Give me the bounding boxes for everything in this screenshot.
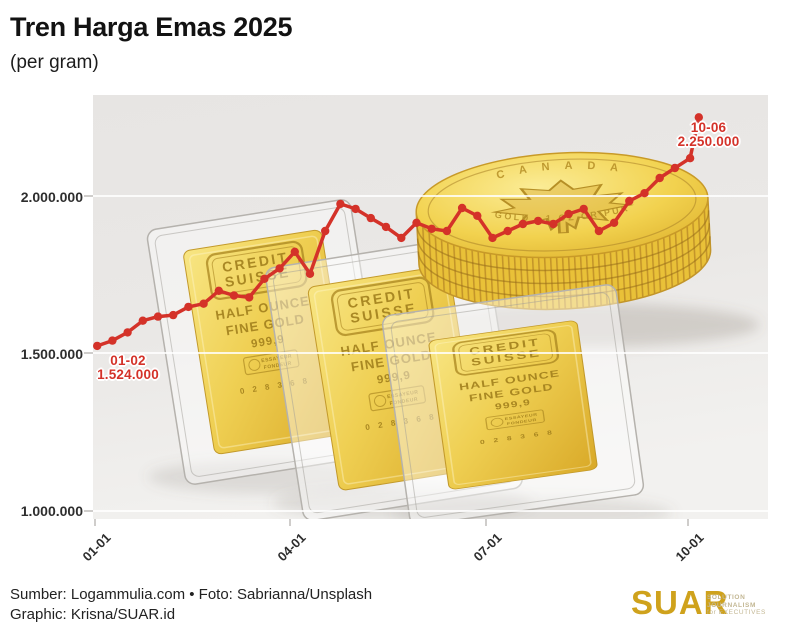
data-point-marker — [199, 299, 208, 308]
data-point-marker — [412, 218, 421, 227]
y-axis-tick — [84, 195, 93, 197]
data-point-marker — [123, 328, 132, 337]
y-axis-label-1000000: 1.000.000 — [20, 503, 83, 519]
data-point-marker — [457, 203, 467, 213]
data-point-marker — [488, 233, 497, 243]
data-point-marker — [138, 316, 147, 325]
gold-bar-case-front — [381, 284, 645, 519]
price-line — [95, 115, 701, 348]
data-point-marker — [305, 269, 315, 278]
gold-photo-illustration: CREDIT SUISSE HALF OUNCE FINE GOLD 999,9… — [93, 95, 768, 519]
footer-credits: Sumber: Logammulia.com • Foto: Sabrianna… — [10, 585, 372, 625]
data-point-marker — [108, 336, 117, 345]
data-point-marker — [579, 204, 588, 214]
y-axis-tick — [84, 510, 93, 512]
data-point-marker — [290, 247, 299, 256]
y-axis-tick — [84, 352, 93, 354]
x-axis-tick — [94, 519, 96, 526]
annotation-last-date: 10-06 — [690, 120, 727, 135]
price-line-svg — [93, 113, 703, 351]
annotation-last-value: 2.250.000 — [677, 134, 740, 150]
x-axis-label-jul: 07-01 — [470, 530, 505, 565]
y-axis-label-2000000: 2.000.000 — [20, 189, 83, 205]
data-point-marker — [640, 189, 649, 198]
data-point-marker — [169, 310, 178, 320]
data-point-marker — [153, 312, 163, 321]
data-point-marker — [670, 163, 680, 173]
x-axis-tick — [485, 519, 487, 526]
annotation-first-value: 1.524.000 — [97, 367, 159, 383]
data-point-marker — [275, 264, 284, 273]
data-point-marker — [366, 213, 375, 223]
gridline-2000000 — [93, 195, 768, 197]
data-point-marker — [351, 204, 360, 214]
x-axis-label-jan: 01-01 — [79, 530, 114, 565]
page-subtitle: (per gram) — [10, 52, 99, 73]
data-point-marker — [564, 209, 573, 219]
data-point-marker — [655, 173, 664, 183]
data-point-marker — [260, 274, 269, 283]
annotation-last-point: 10-06 2.250.000 — [636, 120, 781, 150]
data-point-marker — [229, 291, 239, 300]
x-axis-tick — [687, 519, 689, 526]
logo-tagline-line2: for EXECUTIVES — [707, 609, 766, 617]
data-point-marker — [594, 226, 604, 236]
data-point-marker — [245, 293, 254, 302]
suar-logo-wordmark: SUAR — [631, 584, 729, 621]
annotation-first-date: 01-02 — [110, 353, 146, 368]
suar-logo-tagline: SOLUTION JOURNALISM for EXECUTIVES — [707, 594, 791, 617]
data-point-marker — [442, 226, 452, 236]
gridline-1000000 — [93, 510, 768, 512]
data-point-marker — [214, 286, 223, 295]
plot-area: CREDIT SUISSE HALF OUNCE FINE GOLD 999,9… — [93, 95, 768, 519]
data-point-marker — [625, 196, 634, 206]
graphic-credit-line: Graphic: Krisna/SUAR.id — [10, 605, 176, 623]
page-title: Tren Harga Emas 2025 — [10, 12, 293, 42]
data-point-marker — [473, 211, 482, 220]
data-point-marker — [93, 341, 102, 351]
data-point-marker — [503, 226, 512, 236]
data-point-marker — [397, 233, 406, 243]
gridline-1500000 — [93, 352, 768, 354]
x-axis-tick — [289, 519, 291, 526]
data-point-marker — [694, 113, 703, 122]
y-axis-label-1500000: 1.500.000 — [20, 346, 83, 362]
suar-logo: SUAR SOLUTION JOURNALISM for EXECUTIVES — [631, 584, 791, 624]
logo-tagline-line1: SOLUTION JOURNALISM — [707, 594, 756, 609]
data-point-marker — [321, 226, 330, 236]
source-line: Sumber: Logammulia.com • Foto: Sabrianna… — [10, 586, 373, 603]
data-point-marker — [184, 302, 193, 312]
data-point-marker — [427, 224, 436, 233]
data-point-marker — [549, 219, 558, 229]
data-point-marker — [518, 219, 528, 229]
data-point-marker — [609, 218, 619, 227]
maple-leaf-icon — [490, 179, 635, 234]
data-point-marker — [381, 222, 391, 232]
annotation-first-point: 01-02 1.524.000 — [58, 353, 198, 383]
data-point-marker — [336, 199, 345, 209]
x-axis-label-apr: 04-01 — [274, 530, 309, 565]
x-axis-label-oct: 10-01 — [672, 530, 707, 565]
data-point-marker — [533, 216, 543, 226]
data-point-marker — [685, 154, 695, 163]
